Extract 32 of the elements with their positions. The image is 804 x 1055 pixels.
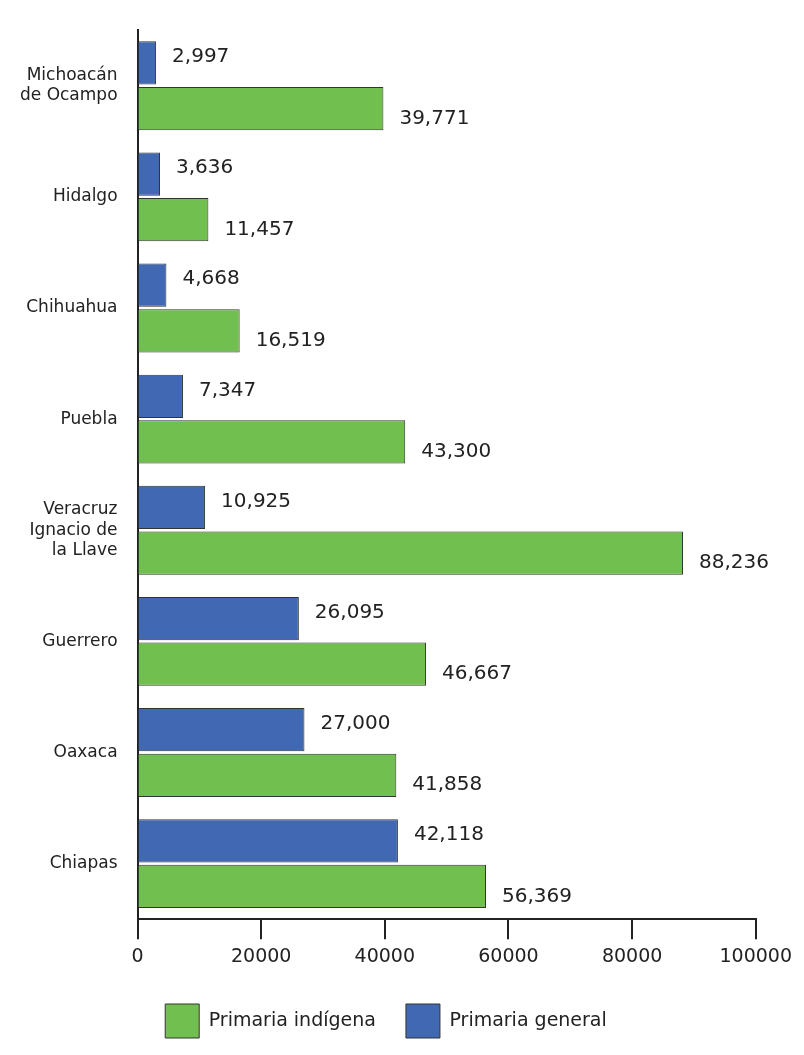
x-tick-label: 100000: [719, 943, 792, 966]
x-tick-label: 0: [131, 943, 144, 966]
data-label: 39,771: [399, 104, 470, 129]
y-tick-label: Chihuahua: [26, 296, 118, 317]
data-label: 88,236: [699, 549, 769, 574]
x-tick-label: 60000: [478, 943, 539, 966]
data-label: 56,369: [502, 882, 572, 907]
data-label: 11,457: [224, 215, 295, 240]
legend-label: Primaria general: [449, 1007, 607, 1030]
data-label: 42,118: [413, 821, 484, 846]
data-label: 26,095: [314, 598, 385, 623]
y-tick-label: Oaxaca: [53, 740, 118, 761]
y-tick-label: Puebla: [60, 407, 118, 428]
data-label: 16,519: [255, 327, 326, 351]
y-tick-label: Chiapas: [49, 852, 118, 873]
data-label: 3,636: [176, 154, 234, 179]
y-tick-label: Hidalgo: [52, 185, 118, 206]
legend-label: Primaria indígena: [208, 1007, 376, 1030]
data-label: 2,997: [172, 43, 230, 68]
data-label: 10,925: [221, 487, 292, 512]
y-tick-label: Guerrero: [42, 629, 118, 650]
data-label: 41,858: [412, 771, 483, 796]
x-tick-label: 80000: [601, 943, 663, 966]
x-tick-label: 40000: [354, 943, 416, 966]
y-tick-label: Veracruz Ignacio de la Llave: [29, 498, 118, 560]
data-label: 4,668: [182, 265, 240, 290]
data-label: 46,667: [442, 660, 513, 685]
y-tick-label: Michoacán de Ocampo: [19, 63, 118, 105]
data-label: 7,347: [198, 376, 257, 401]
data-label: 27,000: [320, 709, 391, 734]
x-tick-label: 20000: [230, 943, 292, 966]
data-label: 43,300: [421, 438, 492, 463]
